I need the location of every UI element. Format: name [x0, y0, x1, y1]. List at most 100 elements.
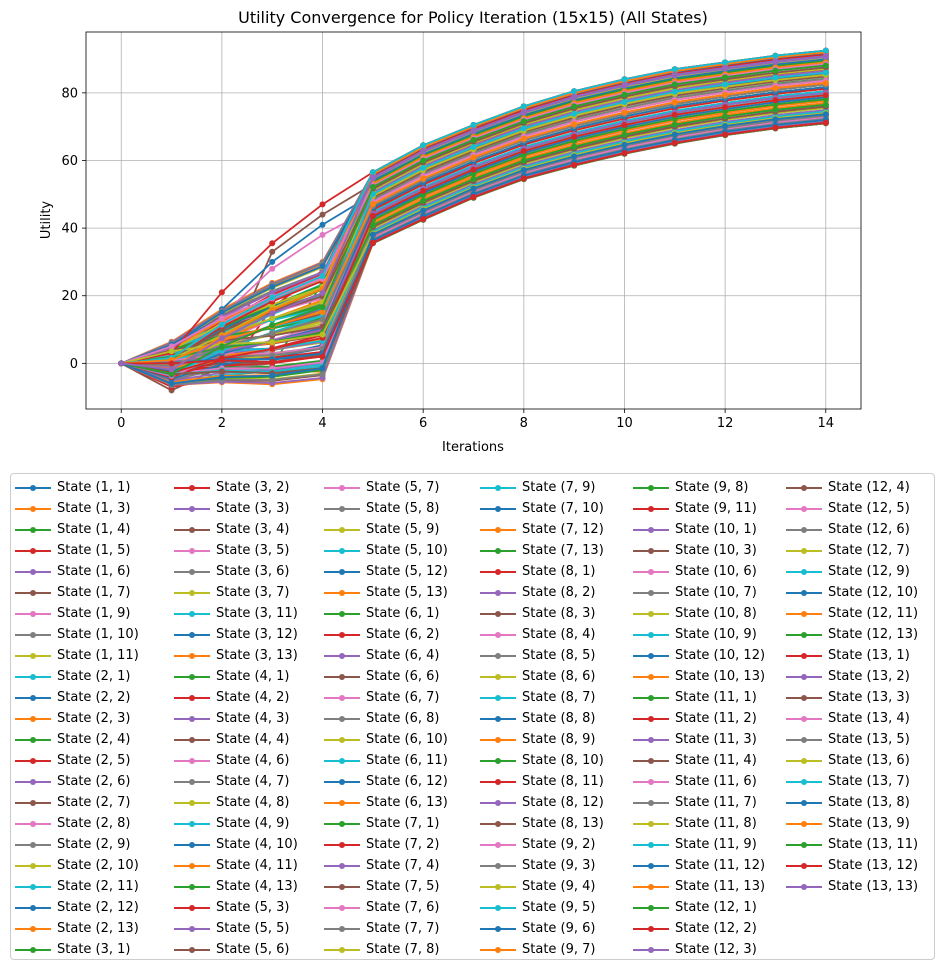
legend-label: State (10, 12): [675, 648, 766, 663]
legend-swatch: [15, 842, 51, 848]
data-point: [520, 152, 527, 159]
legend-label: State (6, 13): [366, 795, 448, 810]
legend-label: State (8, 7): [522, 690, 596, 705]
legend-swatch: [480, 632, 516, 638]
legend-label: State (6, 2): [366, 627, 440, 642]
legend-swatch: [15, 947, 51, 953]
legend-label: State (2, 2): [57, 690, 131, 705]
legend-label: State (6, 8): [366, 711, 440, 726]
legend-swatch: [15, 758, 51, 764]
legend-swatch: [633, 485, 669, 491]
data-point: [420, 216, 427, 222]
data-point: [218, 343, 225, 350]
legend-label: State (11, 7): [675, 795, 757, 810]
legend-label: State (13, 3): [828, 690, 910, 705]
data-point: [369, 183, 376, 190]
legend-label: State (12, 4): [828, 480, 910, 495]
legend-label: State (3, 2): [216, 480, 290, 495]
legend-swatch: [174, 674, 210, 680]
legend-label: State (7, 5): [366, 879, 440, 894]
legend-label: State (4, 11): [216, 858, 298, 873]
legend-label: State (11, 9): [675, 837, 757, 852]
legend: State (1, 1) State (1, 3) State (1, 4) Stat…: [10, 473, 935, 960]
legend-swatch: [786, 716, 822, 722]
data-point: [269, 322, 276, 329]
legend-swatch: [324, 695, 360, 701]
legend-swatch: [480, 653, 516, 659]
data-point: [571, 137, 578, 144]
data-point: [470, 185, 477, 192]
legend-swatch: [174, 506, 210, 512]
legend-label: State (5, 10): [366, 543, 448, 558]
data-point: [822, 69, 829, 76]
data-point: [269, 294, 276, 301]
legend-label: State (1, 11): [57, 648, 139, 663]
legend-swatch: [324, 863, 360, 869]
legend-swatch: [15, 527, 51, 533]
data-point: [470, 194, 477, 200]
data-point: [722, 131, 729, 138]
legend-label: State (9, 7): [522, 942, 596, 957]
legend-swatch: [15, 800, 51, 806]
legend-label: State (6, 4): [366, 648, 440, 663]
legend-label: State (2, 11): [57, 879, 139, 894]
data-point: [319, 290, 326, 296]
legend-swatch: [324, 716, 360, 722]
legend-swatch: [633, 821, 669, 827]
data-point: [621, 76, 628, 83]
legend-label: State (12, 3): [675, 942, 757, 957]
legend-swatch: [174, 779, 210, 785]
data-point: [722, 123, 729, 129]
y-tick-label: 60: [61, 154, 78, 169]
data-point: [168, 348, 175, 355]
legend-label: State (1, 3): [57, 501, 131, 516]
legend-swatch: [324, 737, 360, 743]
legend-swatch: [324, 611, 360, 617]
legend-swatch: [15, 779, 51, 785]
legend-swatch: [15, 485, 51, 491]
legend-label: State (12, 5): [828, 501, 910, 516]
legend-swatch: [480, 821, 516, 827]
data-point: [420, 187, 427, 194]
legend-label: State (10, 8): [675, 606, 757, 621]
legend-label: State (13, 5): [828, 732, 910, 747]
data-point: [520, 118, 527, 125]
legend-swatch: [480, 674, 516, 680]
legend-label: State (13, 4): [828, 711, 910, 726]
data-point: [671, 71, 678, 78]
data-point: [722, 74, 729, 81]
legend-swatch: [786, 800, 822, 806]
legend-swatch: [786, 485, 822, 491]
legend-label: State (6, 12): [366, 774, 448, 789]
data-point: [722, 91, 729, 98]
legend-swatch: [174, 548, 210, 554]
data-point: [470, 170, 477, 177]
x-tick-label: 4: [318, 416, 326, 431]
series-lines: [118, 47, 829, 394]
data-point: [571, 103, 578, 110]
data-point: [772, 101, 779, 108]
data-point: [822, 62, 829, 69]
legend-label: State (13, 13): [828, 879, 919, 894]
legend-label: State (7, 8): [366, 942, 440, 957]
data-point: [571, 121, 578, 128]
legend-label: State (9, 6): [522, 921, 596, 936]
legend-label: State (2, 5): [57, 753, 131, 768]
legend-label: State (2, 6): [57, 774, 131, 789]
legend-swatch: [786, 611, 822, 617]
legend-swatch: [633, 926, 669, 932]
data-point: [369, 174, 376, 181]
data-point: [772, 106, 779, 113]
data-point: [571, 143, 578, 150]
legend-label: State (11, 12): [675, 858, 766, 873]
legend-label: State (11, 6): [675, 774, 757, 789]
legend-swatch: [480, 590, 516, 596]
data-point: [218, 309, 225, 316]
legend-swatch: [324, 821, 360, 827]
data-point: [420, 157, 427, 164]
data-point: [822, 96, 829, 103]
data-point: [420, 164, 427, 171]
data-point: [168, 360, 175, 367]
legend-label: State (5, 3): [216, 900, 290, 915]
data-point: [621, 99, 628, 105]
